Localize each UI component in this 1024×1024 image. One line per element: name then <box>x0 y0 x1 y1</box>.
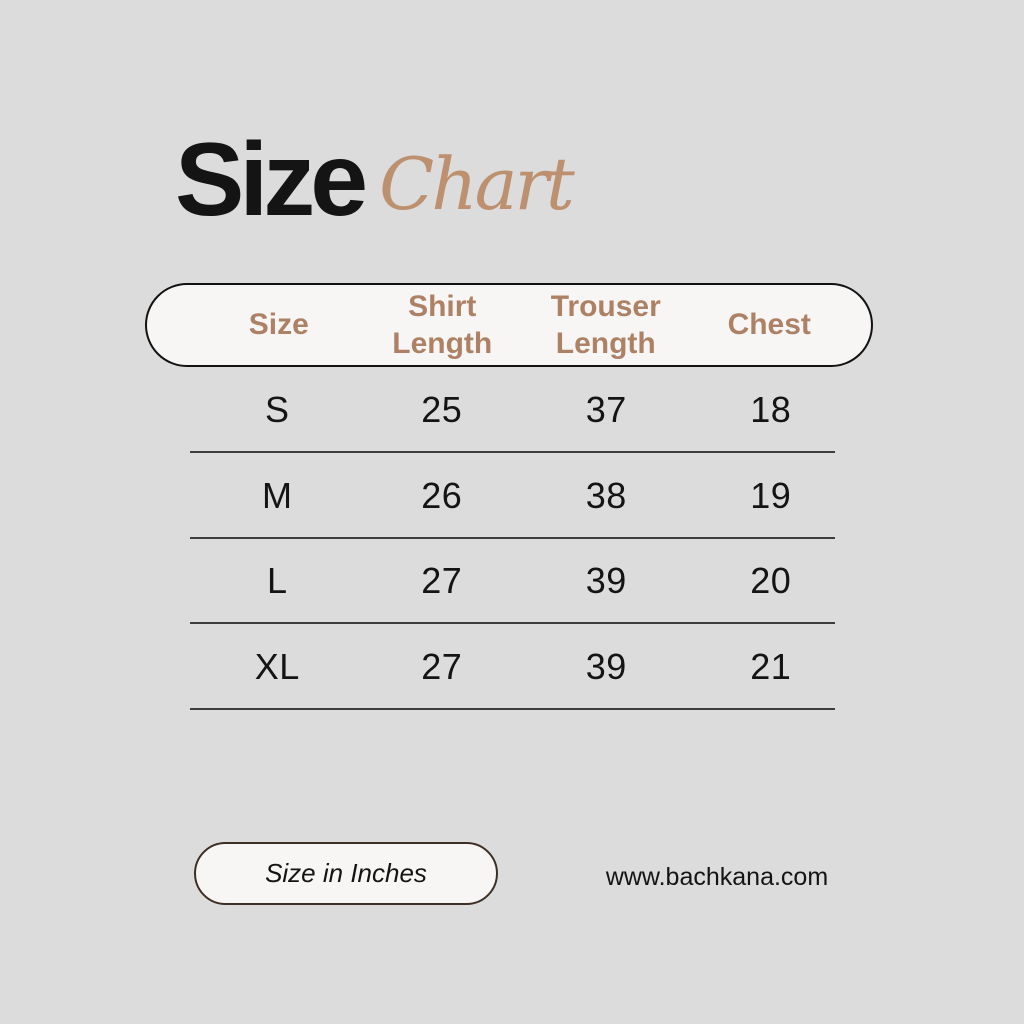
page-title: Size Chart <box>175 122 575 238</box>
title-word-size: Size <box>175 122 368 238</box>
table-header-cell: Chest <box>727 308 811 342</box>
table-header-cell: Size <box>248 308 309 342</box>
table-cell: 26 <box>421 474 463 516</box>
table-cell: XL <box>254 646 300 688</box>
units-note-label: Size in Inches <box>265 858 427 888</box>
table-cell: 20 <box>750 560 792 602</box>
units-note-pill: Size in Inches <box>194 842 498 905</box>
table-cell: 39 <box>585 560 627 602</box>
table-row: S 25 37 18 <box>145 367 873 453</box>
table-cell: 37 <box>585 388 627 430</box>
table-cell: L <box>266 560 288 602</box>
table-row: M 26 38 19 <box>145 453 873 539</box>
size-table-body: S 25 37 18 M 26 38 19 L 27 39 20 XL 27 39 21 <box>145 367 873 710</box>
table-cell: 21 <box>750 646 792 688</box>
table-row: L 27 39 20 <box>145 539 873 625</box>
table-cell: 38 <box>585 474 627 516</box>
table-cell: 18 <box>750 388 792 430</box>
table-header-cell: Shirt Length <box>392 289 493 361</box>
table-cell: S <box>264 388 290 430</box>
table-cell: 19 <box>750 474 792 516</box>
table-cell: 25 <box>421 388 463 430</box>
title-word-chart: Chart <box>379 142 575 226</box>
website-text: www.bachkana.com <box>605 863 829 891</box>
table-cell: 27 <box>421 560 463 602</box>
table-header-cell: Trouser Length <box>550 289 661 361</box>
table-cell: 39 <box>585 646 627 688</box>
table-row: XL 27 39 21 <box>145 624 873 710</box>
table-cell: M <box>262 474 293 516</box>
table-cell: 27 <box>421 646 463 688</box>
table-header-pill: Size Shirt Length Trouser Length Chest <box>145 283 873 367</box>
